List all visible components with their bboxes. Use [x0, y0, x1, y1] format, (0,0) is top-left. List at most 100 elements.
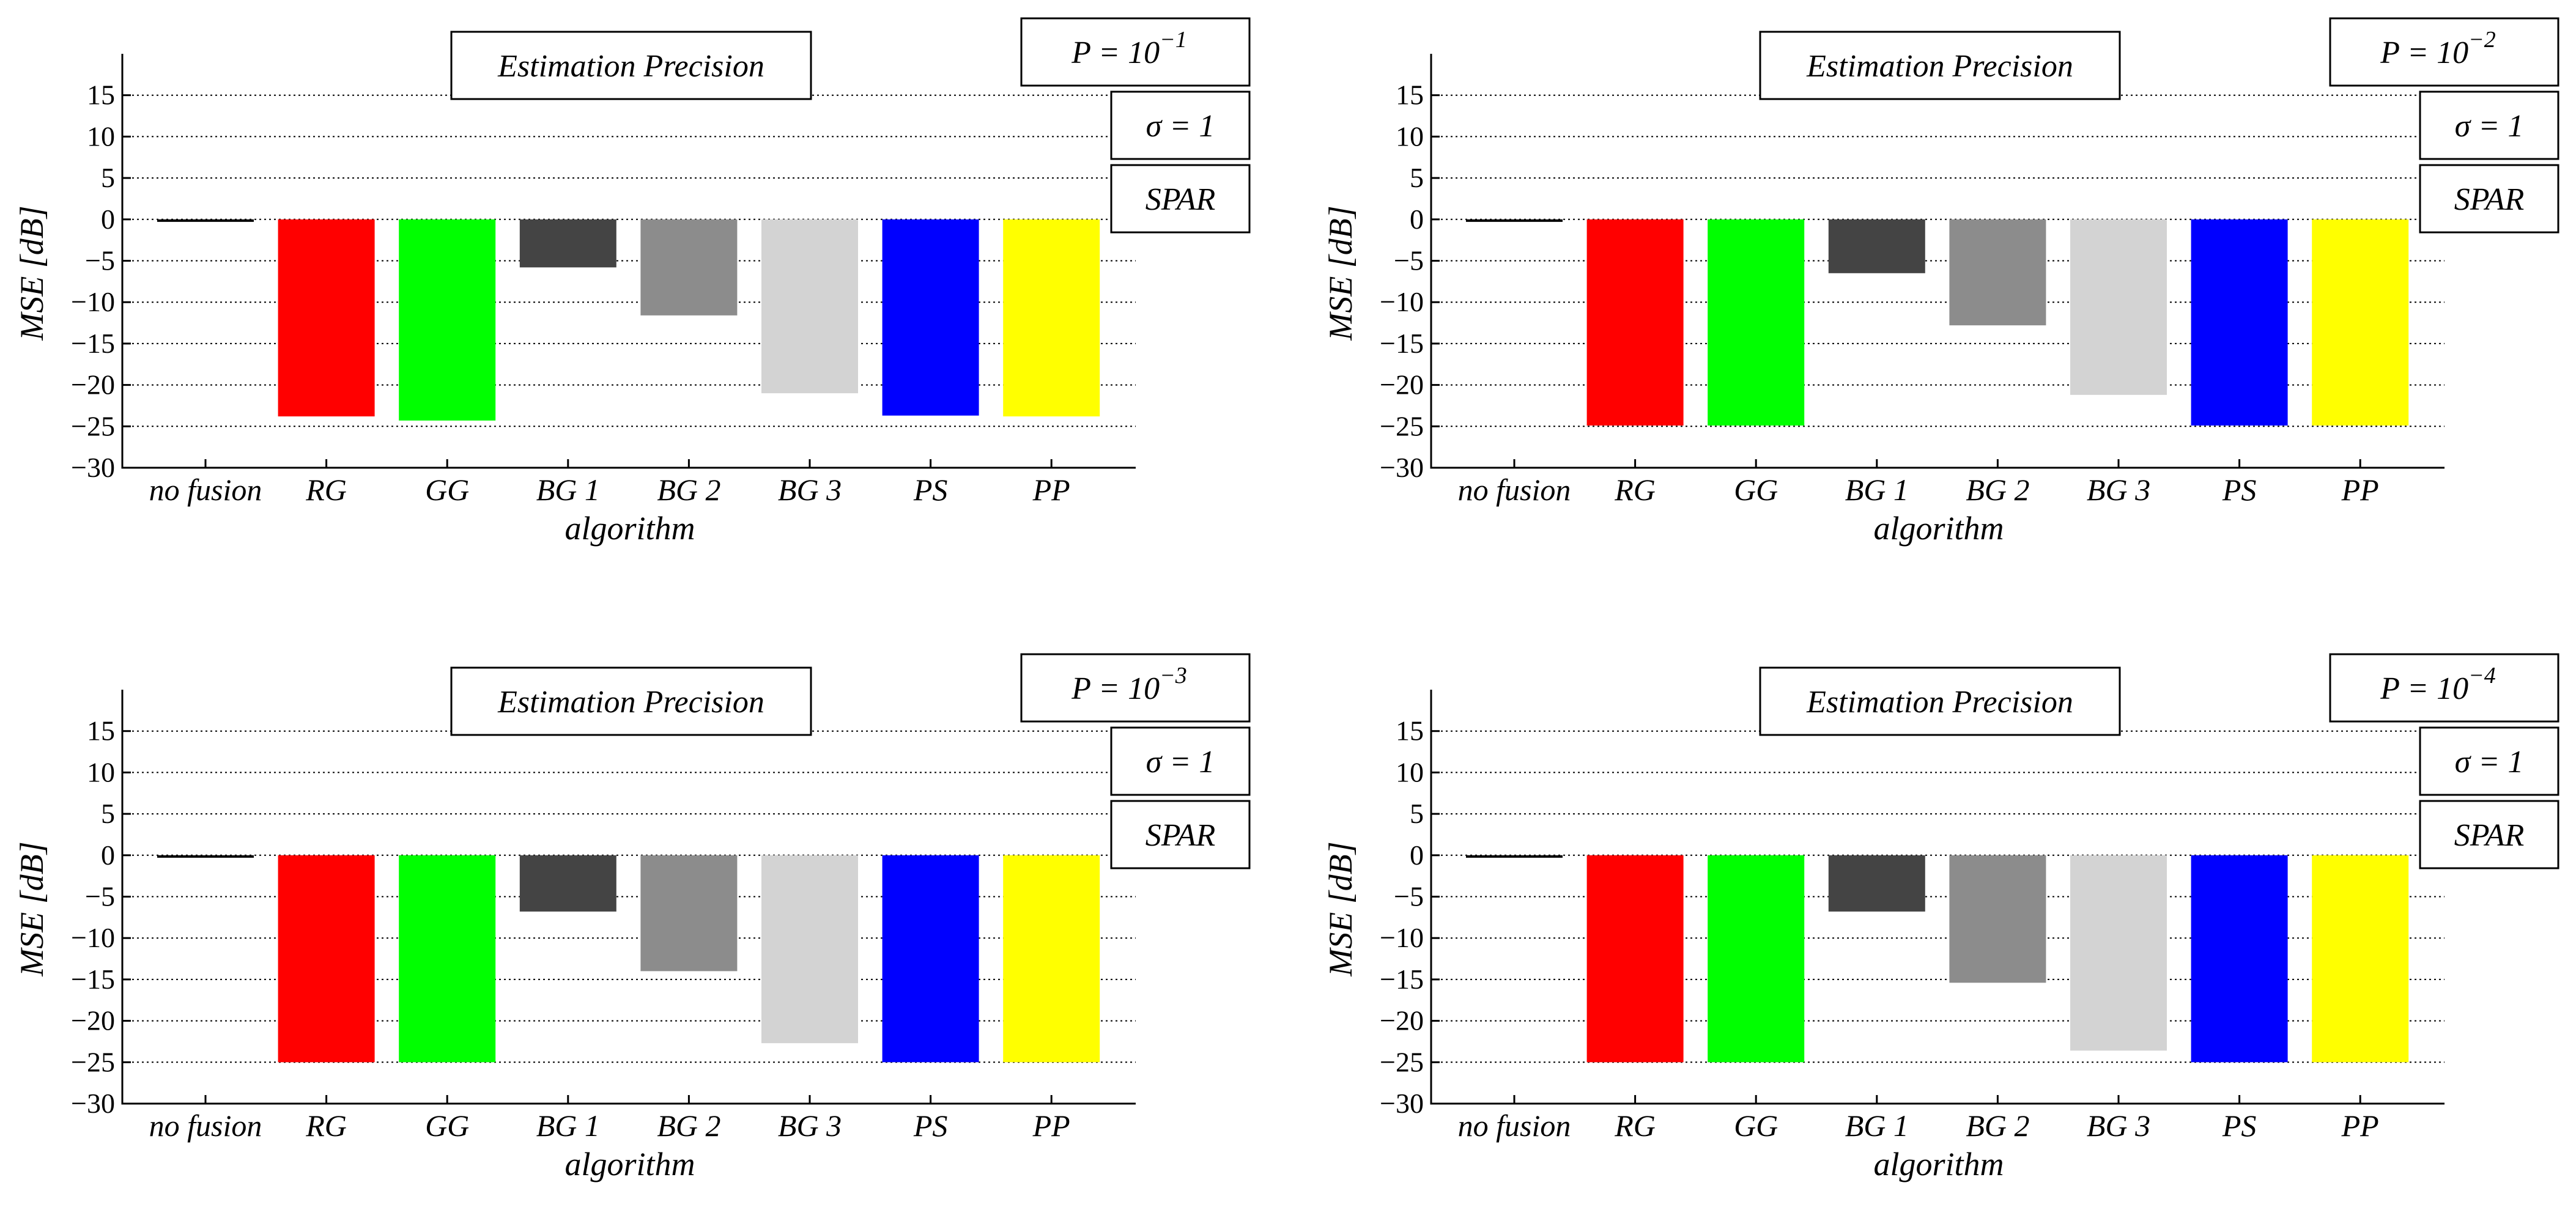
x-tick-label: no fusion — [149, 1109, 262, 1143]
bar-pp — [1003, 219, 1100, 417]
x-tick-label: GG — [425, 473, 469, 507]
y-tick-label: −30 — [1380, 1088, 1424, 1119]
y-tick-label: −20 — [1380, 1005, 1424, 1036]
bar-bg-2 — [640, 855, 738, 972]
y-tick-label: −20 — [71, 369, 115, 400]
x-tick-label: BG 2 — [1966, 473, 2029, 507]
x-tick-label: PS — [2222, 1109, 2257, 1143]
method-box — [2419, 800, 2559, 869]
y-tick-label: −20 — [1380, 369, 1424, 400]
y-tick-label: −15 — [71, 328, 115, 359]
y-tick-label: 0 — [1410, 839, 1424, 871]
y-tick-label: 10 — [87, 756, 115, 788]
x-tick-label: no fusion — [149, 473, 262, 507]
y-tick-label: −30 — [71, 1088, 115, 1119]
x-tick-label: PP — [1032, 1109, 1070, 1143]
chart-title-box — [450, 666, 812, 736]
x-tick-label: PS — [2222, 473, 2257, 507]
y-tick-label: 5 — [1410, 798, 1424, 829]
bar-pp — [1003, 855, 1100, 1063]
x-tick-label: GG — [1734, 473, 1778, 507]
y-tick-label: 0 — [1410, 204, 1424, 235]
sigma-param-label: σ = 1 — [2455, 109, 2524, 144]
chart-panel-2: 15 10 5 0 −5 −10 −15 −20 −25 −30 no fusion RG GG BG 1… — [1322, 17, 2559, 547]
x-tick-label: BG 3 — [2087, 1109, 2150, 1143]
bar-rg — [278, 855, 375, 1063]
bar-gg — [399, 855, 496, 1063]
sigma-param-label: σ = 1 — [1146, 745, 1215, 780]
x-tick-label: BG 1 — [1845, 1109, 1909, 1143]
bar-no-fusion — [157, 855, 254, 858]
x-tick-label: GG — [1734, 1109, 1778, 1143]
x-tick-label: BG 1 — [536, 473, 600, 507]
bar-pp — [2312, 855, 2409, 1063]
x-tick-label: RG — [1614, 473, 1656, 507]
x-tick-label: RG — [305, 473, 347, 507]
y-axis-label: MSE [dB] — [1322, 205, 1359, 341]
sigma-param-label: σ = 1 — [1146, 109, 1215, 144]
x-tick-label: PS — [913, 1109, 948, 1143]
y-tick-label: 5 — [1410, 162, 1424, 193]
y-tick-label: 15 — [87, 79, 115, 111]
p-param-box — [2329, 653, 2559, 723]
p-param-label: P = 10−1 — [1071, 27, 1187, 70]
bar-gg — [399, 219, 496, 421]
chart-title: Estimation Precision — [497, 49, 764, 84]
y-tick-label: 10 — [1396, 756, 1424, 788]
y-tick-label: 5 — [101, 798, 115, 829]
x-tick-label: no fusion — [1458, 1109, 1571, 1143]
x-tick-label: BG 1 — [1845, 473, 1909, 507]
method-label: SPAR — [2454, 818, 2525, 853]
x-axis-label: algorithm — [1873, 1146, 2004, 1182]
x-tick-label: BG 1 — [536, 1109, 600, 1143]
bar-bg-2 — [640, 219, 738, 315]
x-tick-label: BG 2 — [657, 1109, 720, 1143]
sigma-param-box — [2419, 90, 2559, 160]
bar-bg-3 — [2070, 219, 2167, 395]
chart-panel-3: 15 10 5 0 −5 −10 −15 −20 −25 −30 no fusion RG GG BG 1… — [13, 653, 1251, 1182]
bar-bg-3 — [2070, 855, 2167, 1051]
x-tick-label: PP — [1032, 473, 1070, 507]
y-tick-label: −25 — [71, 410, 115, 441]
sigma-param-box — [2419, 726, 2559, 796]
y-tick-label: 10 — [1396, 120, 1424, 152]
bar-bg-1 — [519, 219, 616, 268]
y-tick-label: −10 — [1380, 286, 1424, 317]
y-tick-label: 15 — [87, 715, 115, 747]
y-tick-label: 15 — [1396, 79, 1424, 111]
x-tick-label: GG — [425, 1109, 469, 1143]
x-axis-label: algorithm — [564, 1146, 695, 1182]
y-tick-label: −10 — [71, 922, 115, 953]
method-label: SPAR — [2454, 182, 2525, 217]
y-tick-label: −25 — [71, 1046, 115, 1077]
bar-pp — [2312, 219, 2409, 426]
chart-title-box — [1759, 666, 2121, 736]
bar-rg — [278, 219, 375, 417]
y-tick-label: −20 — [71, 1005, 115, 1036]
y-tick-label: −5 — [85, 245, 115, 276]
y-tick-label: 15 — [1396, 715, 1424, 747]
bar-bg-3 — [761, 219, 858, 394]
p-param-box — [1020, 653, 1251, 723]
bar-no-fusion — [1466, 855, 1563, 858]
bar-gg — [1708, 219, 1805, 426]
y-tick-label: −15 — [71, 964, 115, 995]
chart-title: Estimation Precision — [1806, 685, 2073, 720]
x-axis-label: algorithm — [564, 510, 695, 547]
chart-title: Estimation Precision — [1806, 49, 2073, 84]
y-tick-label: −5 — [1394, 881, 1424, 912]
x-tick-label: BG 2 — [657, 473, 720, 507]
method-box — [1110, 800, 1251, 869]
sigma-param-box — [1110, 90, 1251, 160]
bar-ps — [2191, 219, 2288, 426]
sigma-param-box — [1110, 726, 1251, 796]
x-tick-label: BG 2 — [1966, 1109, 2029, 1143]
y-tick-label: 0 — [101, 839, 115, 871]
y-axis-label: MSE [dB] — [1322, 841, 1359, 976]
y-tick-label: 0 — [101, 204, 115, 235]
x-tick-label: BG 3 — [778, 1109, 842, 1143]
y-tick-label: −25 — [1380, 410, 1424, 441]
y-tick-label: −5 — [1394, 245, 1424, 276]
bar-ps — [882, 855, 979, 1063]
